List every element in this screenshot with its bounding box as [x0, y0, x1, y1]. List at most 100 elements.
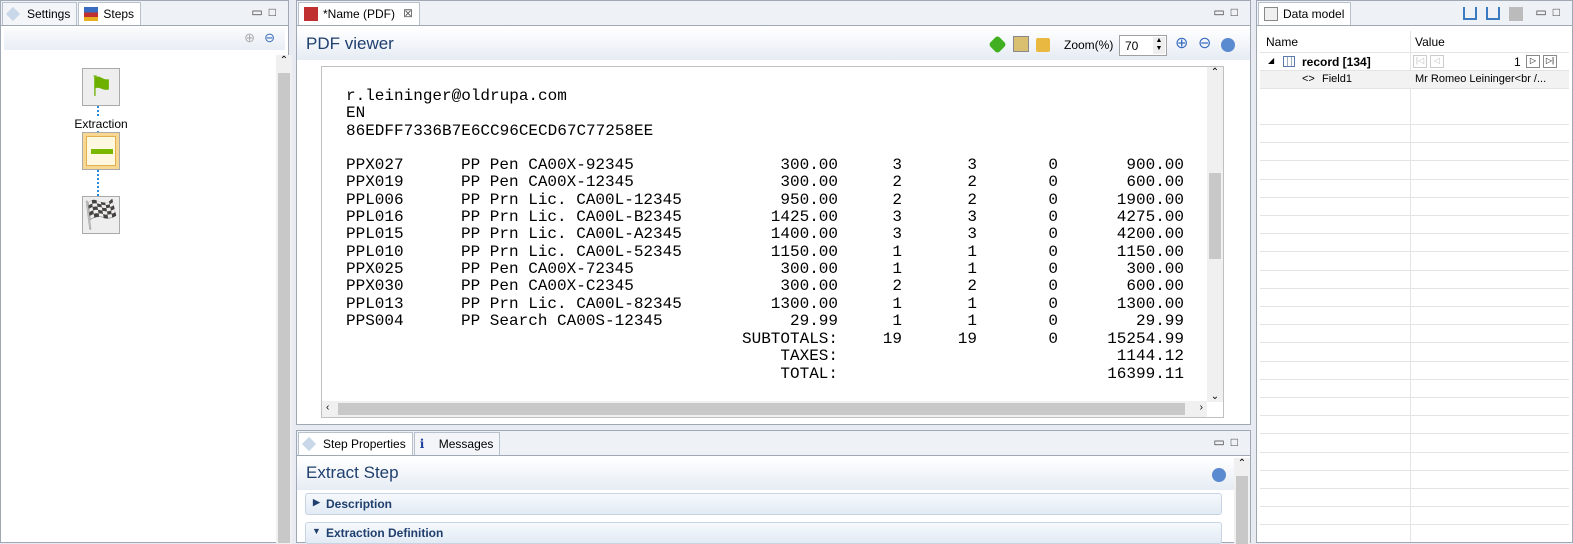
empty-row — [1260, 125, 1569, 144]
pdf-cell: PP Pen CA00X-92345 — [461, 156, 634, 174]
subtotal-q1: 19 — [882, 329, 902, 348]
pdf-cell: 4200.00 — [1116, 225, 1184, 244]
tag-icon — [5, 6, 21, 22]
subtotal-q3: 0 — [1048, 329, 1058, 348]
pdf-cell: PP Pen CA00X-12345 — [461, 173, 634, 192]
tab-step-properties[interactable]: Step Properties — [298, 432, 413, 455]
info-icon: i — [419, 437, 425, 451]
empty-row — [1260, 416, 1569, 435]
step-end[interactable]: 🏁 — [82, 196, 120, 234]
empty-row — [1260, 471, 1569, 489]
empty-row — [1260, 344, 1569, 362]
lock-icon[interactable] — [1036, 38, 1050, 52]
pdf-vscroll[interactable]: ⌃ ⌄ — [1207, 67, 1223, 402]
zoom-stepper[interactable]: ▲ ▼ — [1153, 37, 1165, 54]
minimize-maximize-buttons[interactable]: ▭□ — [1213, 5, 1244, 19]
expand-icon: ▶ — [313, 497, 320, 507]
pdf-file-icon — [304, 7, 318, 21]
empty-row — [1260, 289, 1569, 307]
tab-settings[interactable]: Settings — [2, 2, 78, 25]
last-record-button[interactable]: ▷| — [1543, 55, 1557, 68]
data-model-table: Name Value ◢ record [134] |◁ ◁ 1 ▷ ▷| <>… — [1260, 31, 1569, 542]
steps-toolbar: ⊕ ⊖ — [4, 28, 285, 50]
pdf-cell: PP Prn Lic. CA00L-52345 — [461, 242, 682, 261]
empty-row — [1260, 325, 1569, 344]
tab-name-pdf[interactable]: *Name (PDF) ⊠ — [298, 2, 421, 25]
expand-arrow-icon[interactable]: ◢ — [1268, 56, 1275, 65]
next-record-button[interactable]: ▷ — [1526, 55, 1540, 68]
minimize-maximize-buttons[interactable]: ▭□ — [1535, 5, 1566, 19]
pdf-cell: 2 — [967, 190, 977, 209]
data-model-icon — [1264, 7, 1278, 21]
checkered-flag-icon: 🏁 — [83, 199, 119, 230]
pdf-cell: PPX019 — [346, 173, 404, 192]
subtotal-q2: 19 — [957, 329, 977, 348]
previous-record-button: ◁ — [1430, 55, 1444, 68]
tab-messages[interactable]: i Messages — [413, 432, 501, 455]
properties-vscroll[interactable]: ⌃ — [1234, 458, 1250, 544]
tab-data-model[interactable]: Data model — [1258, 2, 1352, 25]
pdf-cell: 0 — [1048, 173, 1058, 192]
pdf-cell: 0 — [1048, 312, 1058, 331]
edit-upload-icon[interactable] — [1013, 36, 1029, 52]
record-row[interactable]: ◢ record [134] |◁ ◁ 1 ▷ ▷| — [1260, 53, 1569, 71]
pdf-cell: 0 — [1048, 277, 1058, 296]
zoom-out-icon[interactable]: ⊖ — [264, 30, 275, 45]
close-tab-icon[interactable]: ⊠ — [402, 6, 414, 20]
tab-steps[interactable]: Steps — [78, 2, 142, 25]
help-icon[interactable] — [1212, 468, 1226, 482]
pdf-cell: 2 — [967, 277, 977, 296]
export-icon[interactable] — [1486, 7, 1500, 20]
pdf-cell: 0 — [1048, 156, 1058, 174]
pdf-cell: 1150.00 — [1116, 242, 1184, 261]
pdf-cell: PP Pen CA00X-C2345 — [461, 277, 634, 296]
tag-icon[interactable] — [988, 35, 1007, 54]
pdf-cell: PPX025 — [346, 260, 404, 279]
empty-row — [1260, 216, 1569, 235]
empty-row — [1260, 143, 1569, 162]
empty-row — [1260, 107, 1569, 125]
pdf-cell: 1900.00 — [1116, 190, 1184, 209]
pdf-viewer-header: PDF viewer Zoom(%) 70 ▲ ▼ ⊕ ⊖ — [297, 28, 1250, 60]
total-amount: 16399.11 — [1107, 364, 1184, 383]
pdf-cell: 300.00 — [780, 156, 838, 174]
connector — [97, 170, 103, 196]
import-icon[interactable] — [1463, 7, 1477, 20]
zoom-input[interactable]: 70 ▲ ▼ — [1119, 35, 1167, 56]
pdf-cell: 950.00 — [780, 190, 838, 209]
pdf-cell: 300.00 — [780, 260, 838, 279]
tag-icon — [301, 436, 317, 452]
zoom-out-icon[interactable]: ⊖ — [1198, 35, 1212, 52]
pdf-cell: 1 — [892, 242, 902, 261]
pdf-cell: 4275.00 — [1116, 208, 1184, 227]
description-section[interactable]: ▶ Description — [305, 493, 1222, 515]
empty-row — [1260, 180, 1569, 198]
pdf-cell: 300.00 — [1126, 260, 1184, 279]
steps-vscroll[interactable]: ⌃ — [276, 55, 292, 544]
pdf-cell: PPL016 — [346, 208, 404, 227]
field-row[interactable]: <> Field1 Mr Romeo Leininger<br /... — [1260, 71, 1569, 89]
minimize-maximize-buttons[interactable]: ▭□ — [251, 5, 282, 19]
collapse-icon: ▼ — [312, 526, 321, 536]
pdf-cell: PP Prn Lic. CA00L-12345 — [461, 190, 682, 209]
step-start[interactable]: ⚑ — [82, 68, 120, 106]
sync-icon — [1509, 7, 1523, 21]
step-extraction[interactable] — [82, 132, 120, 170]
pdf-cell: PPL013 — [346, 294, 404, 313]
pdf-cell: 0 — [1048, 294, 1058, 313]
column-name[interactable]: Name — [1266, 35, 1299, 49]
subtotal-amount: 15254.99 — [1107, 329, 1184, 348]
minimize-maximize-buttons[interactable]: ▭□ — [1213, 435, 1244, 449]
empty-row — [1260, 435, 1569, 453]
zoom-in-icon[interactable]: ⊕ — [244, 30, 255, 45]
zoom-in-icon[interactable]: ⊕ — [1175, 35, 1189, 52]
column-value[interactable]: Value — [1415, 35, 1445, 49]
section-title: Extract Step — [306, 463, 399, 482]
pdf-hscroll[interactable]: ‹ › — [322, 401, 1207, 417]
pdf-cell: PPL010 — [346, 242, 404, 261]
pdf-cell: PPX030 — [346, 277, 404, 296]
help-icon[interactable] — [1221, 38, 1235, 52]
editor-tabbar: *Name (PDF) ⊠ ▭□ — [297, 1, 1250, 26]
extraction-definition-section[interactable]: ▼ Extraction Definition — [305, 522, 1222, 544]
pdf-header-line: EN — [346, 104, 366, 122]
